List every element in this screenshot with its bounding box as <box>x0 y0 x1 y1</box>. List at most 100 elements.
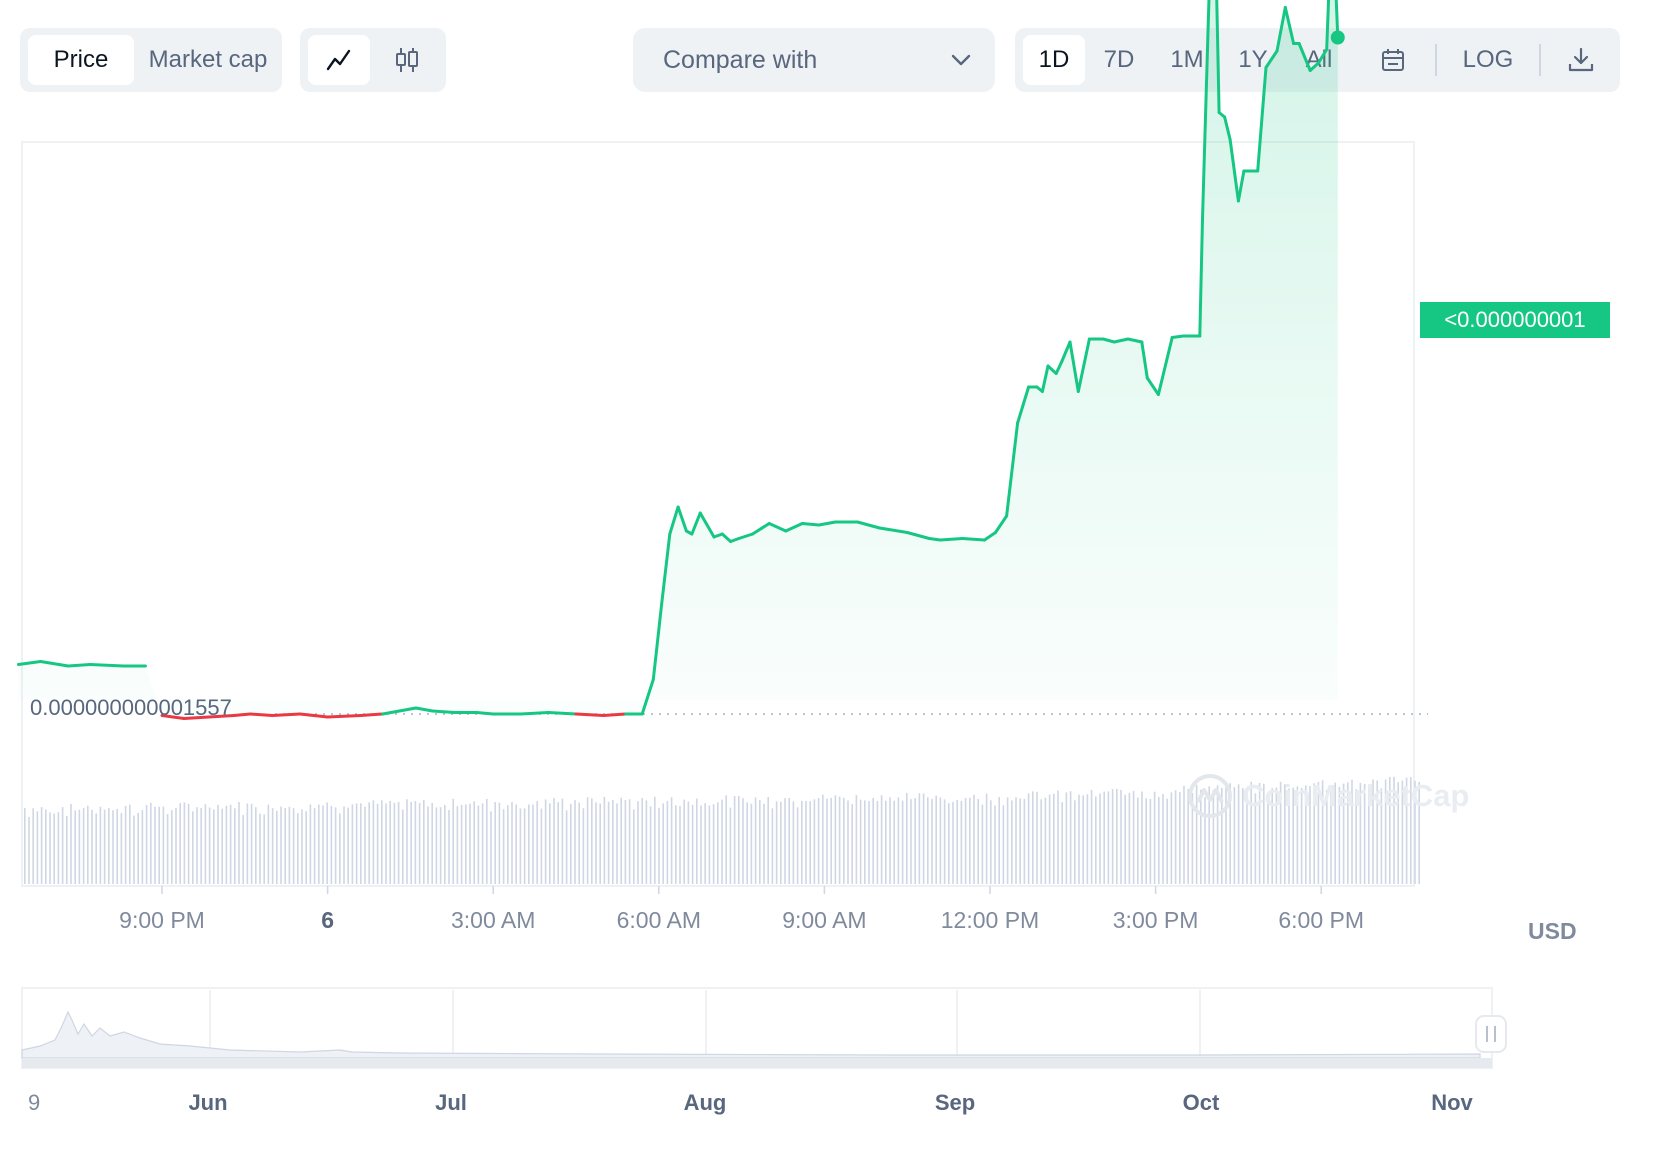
volume-bar <box>893 800 895 884</box>
volume-bar <box>397 802 400 884</box>
volume-bar <box>931 799 933 884</box>
volume-bar <box>1216 785 1219 884</box>
volume-bar <box>477 805 480 884</box>
volume-bar <box>82 807 85 884</box>
volume-bar <box>1158 797 1160 884</box>
volume-bar <box>624 800 627 884</box>
volume-bar <box>1321 780 1324 884</box>
volume-bar <box>1347 782 1349 884</box>
volume-bar <box>662 803 664 884</box>
price-line-segment <box>1068 340 1080 393</box>
volume-bar <box>481 803 484 884</box>
volume-bar <box>536 801 538 884</box>
volume-bar <box>103 809 106 884</box>
volume-bar <box>885 800 887 884</box>
volume-bar <box>561 798 564 884</box>
volume-bar <box>1246 789 1248 884</box>
volume-bar <box>28 817 30 884</box>
volume-bar <box>1359 782 1362 884</box>
volume-bar <box>99 806 102 884</box>
volume-bar <box>868 801 870 884</box>
volume-bar <box>1334 782 1336 884</box>
range-7d[interactable]: 7D <box>1103 46 1135 73</box>
volume-bar <box>439 807 442 884</box>
volume-bar <box>53 813 55 884</box>
volume-bar <box>200 808 202 884</box>
x-tick-label: 6 <box>321 907 334 933</box>
volume-bar <box>24 808 26 884</box>
volume-bar <box>334 807 337 884</box>
volume-bar <box>196 807 198 884</box>
volume-bar <box>502 809 505 884</box>
calendar-button[interactable] <box>1365 35 1421 85</box>
range-1y[interactable]: 1Y <box>1238 46 1268 73</box>
volume-bar <box>1418 781 1420 884</box>
volume-bar <box>1250 781 1252 884</box>
volume-bar <box>1288 788 1290 884</box>
price-line-segment <box>1334 0 1340 39</box>
price-tab[interactable]: Price <box>28 35 134 85</box>
volume-bar <box>66 816 68 884</box>
volume-bar <box>158 806 160 884</box>
price-line-segment <box>1256 66 1268 173</box>
navigator-handle[interactable] <box>1475 1015 1507 1053</box>
volume-bar <box>607 801 610 884</box>
volume-bar <box>872 797 874 884</box>
volume-bar <box>721 799 723 884</box>
compare-with-dropdown[interactable]: Compare with <box>633 28 995 92</box>
volume-bar <box>494 802 496 884</box>
price-line-segment <box>1201 30 1210 221</box>
volume-bar <box>809 801 811 884</box>
navigator-scrollbar[interactable] <box>22 1058 1492 1068</box>
navigator-tick-label: Nov <box>1431 1090 1473 1115</box>
price-line-segment <box>1283 6 1296 45</box>
volume-bar <box>679 805 681 884</box>
price-line-segment <box>1156 336 1174 396</box>
volume-bar <box>654 796 656 884</box>
volume-bar <box>549 803 551 884</box>
range-1d[interactable]: 1D <box>1023 35 1085 85</box>
volume-bar <box>838 796 841 884</box>
volume-bar <box>1032 791 1034 884</box>
volume-bar <box>725 795 727 884</box>
volume-bar <box>717 802 719 884</box>
volume-bar <box>217 804 219 884</box>
volume-bar <box>45 809 47 884</box>
volume-bar <box>826 798 828 884</box>
volume-bar <box>599 803 601 884</box>
price-line-segment <box>1145 376 1160 396</box>
price-line-segment <box>651 603 664 681</box>
volume-bar <box>1372 779 1374 884</box>
volume-bar <box>120 813 123 884</box>
volume-bar <box>1111 789 1114 884</box>
range-1m[interactable]: 1M <box>1170 46 1204 73</box>
volume-bar <box>1120 789 1122 884</box>
volume-bar <box>880 795 883 884</box>
volume-bar <box>1296 786 1299 884</box>
price-line-segment <box>1016 385 1031 425</box>
market-cap-tab[interactable]: Market cap <box>148 46 268 73</box>
volume-bar <box>922 793 925 884</box>
volume-bar <box>288 806 291 884</box>
volume-bar <box>847 800 849 884</box>
volume-bar <box>1225 786 1227 884</box>
download-button[interactable] <box>1551 35 1611 85</box>
price-line-segment <box>160 714 175 719</box>
volume-bar <box>490 811 492 884</box>
price-line-segment <box>88 663 125 668</box>
candlestick-button[interactable] <box>376 35 438 85</box>
price-line-segment <box>66 663 92 668</box>
navigator[interactable]: 9 Jun Jul Aug Sep Oct Nov <box>21 987 1507 1115</box>
volume-bar <box>557 802 559 884</box>
line-chart-button[interactable] <box>308 35 370 85</box>
volume-bar <box>1065 792 1068 884</box>
volume-bar <box>683 799 685 884</box>
volume-bar <box>36 811 39 884</box>
volume-bar <box>326 802 328 884</box>
log-scale-toggle[interactable]: LOG <box>1462 46 1514 73</box>
price-line-segment <box>232 712 252 717</box>
price-line-segment <box>171 715 186 720</box>
volume-bar <box>305 811 307 884</box>
volume-bar <box>1044 797 1047 884</box>
